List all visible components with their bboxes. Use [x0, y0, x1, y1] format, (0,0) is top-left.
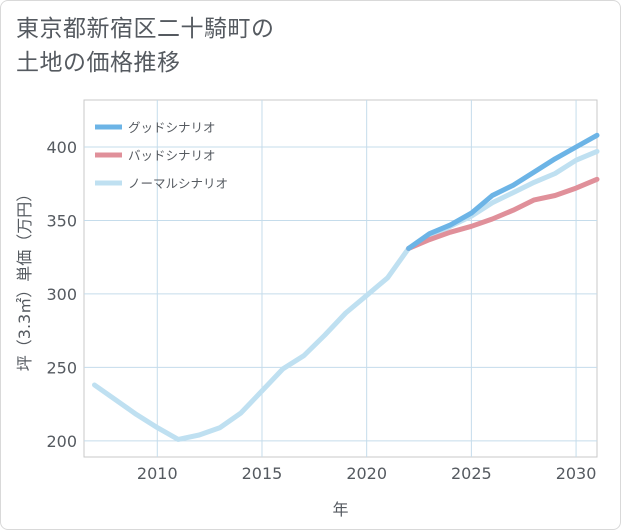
grid-lines: [83, 99, 598, 458]
y-tick-label: 300: [46, 285, 77, 304]
x-tick-label: 2020: [346, 464, 387, 483]
x-axis-label: 年: [332, 500, 348, 519]
series-lines: [92, 132, 600, 442]
legend-label: バッドシナリオ: [128, 148, 216, 163]
series-line-0: [406, 132, 600, 251]
y-axis-label: 坪（3.3㎡）単価（万円）: [15, 186, 34, 371]
tick-labels: 2010 2015 2020 2025 2030 200 250 300 350 400: [46, 138, 596, 483]
series-line-1: [406, 176, 600, 251]
legend-label: ノーマルシナリオ: [128, 176, 228, 191]
plot-frame: [83, 99, 598, 458]
x-tick-label: 2030: [556, 464, 597, 483]
x-tick-label: 2010: [137, 464, 178, 483]
chart-title-line-1: 東京都新宿区二十騎町の: [16, 16, 275, 42]
y-tick-label: 350: [46, 211, 77, 230]
y-tick-label: 250: [46, 358, 77, 377]
legend-label: グッドシナリオ: [128, 120, 216, 135]
y-tick-label: 400: [46, 138, 77, 157]
series-line-2: [92, 148, 600, 442]
chart-title-line-2: 土地の価格推移: [16, 50, 181, 76]
x-tick-label: 2015: [242, 464, 283, 483]
y-tick-label: 200: [46, 432, 77, 451]
chart-title: 東京都新宿区二十騎町の 土地の価格推移: [16, 12, 275, 80]
x-tick-label: 2025: [451, 464, 492, 483]
